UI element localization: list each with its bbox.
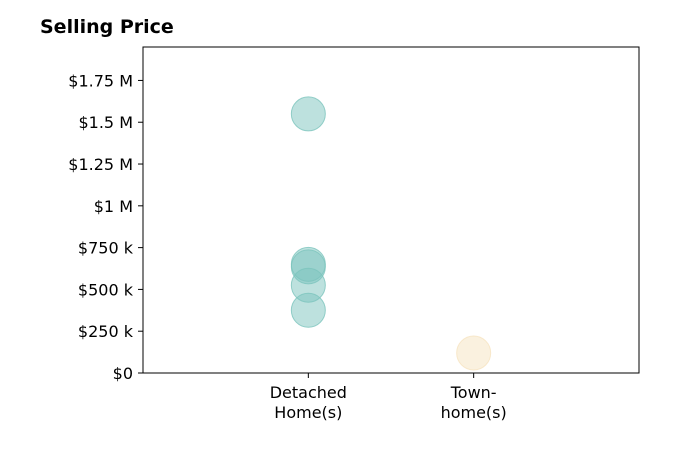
x-tick-label: Home(s): [274, 403, 342, 422]
x-tick-label: Town-: [450, 383, 497, 402]
data-point: [290, 292, 326, 328]
chart-title: Selling Price: [40, 16, 174, 38]
y-tick-label: $1 M: [94, 197, 133, 216]
x-tick-label: home(s): [441, 403, 507, 422]
y-tick-label: $250 k: [78, 322, 134, 341]
y-tick-label: $1.25 M: [68, 155, 133, 174]
y-tick-label: $1.5 M: [78, 113, 133, 132]
plot-frame: [142, 46, 640, 374]
data-point: [456, 335, 492, 371]
y-tick-label: $0: [113, 364, 133, 383]
data-point: [290, 96, 326, 132]
y-tick-label: $1.75 M: [68, 71, 133, 90]
x-tick-label: Detached: [270, 383, 347, 402]
y-tick-label: $500 k: [78, 280, 134, 299]
data-points: [290, 96, 492, 371]
y-tick-label: $750 k: [78, 239, 134, 258]
y-axis: $0 $250 k $500 k $750 k $1 M $1.25 M $1.5 M $1.…: [68, 71, 143, 383]
